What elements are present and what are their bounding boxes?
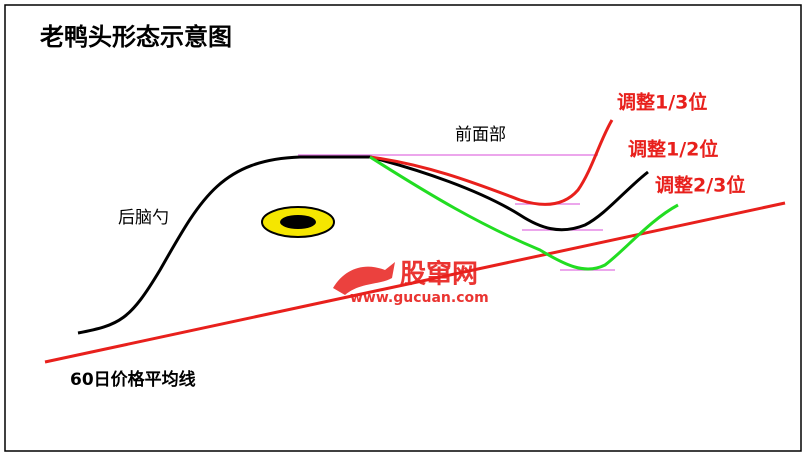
watermark-url: www.gucuan.com	[350, 290, 489, 306]
ma60-line	[44, 201, 786, 364]
adjust-label: 调整2/3位	[655, 174, 745, 197]
eye-pupil	[280, 215, 316, 229]
price-curve	[77, 155, 649, 335]
adjust-label: 调整1/3位	[617, 91, 707, 114]
back-label: 后脑勺	[118, 208, 169, 228]
title: 老鸭头形态示意图	[40, 23, 232, 51]
adjust-two-thirds-curve	[369, 155, 679, 271]
watermark-name: 股窜网	[400, 259, 478, 290]
watermark-logo	[333, 262, 395, 295]
adjust-third-curve	[369, 119, 614, 206]
adjust-label: 调整1/2位	[628, 138, 718, 161]
front-label: 前面部	[455, 125, 506, 145]
ma60-label: 60日价格平均线	[70, 369, 196, 390]
